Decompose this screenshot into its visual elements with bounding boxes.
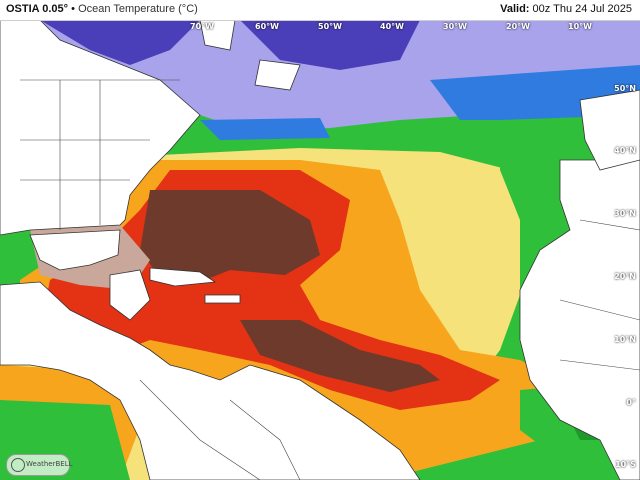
lon-label-20w: 20°W (506, 22, 530, 31)
lat-label-30n: 30°N (614, 209, 636, 218)
variable-name: Ocean Temperature (°C) (78, 3, 198, 15)
lon-label-10w: 10°W (568, 22, 592, 31)
valid-time-value: 00z Thu 24 Jul 2025 (532, 3, 632, 15)
title-separator: • (71, 3, 75, 15)
newfoundland-land (254, 59, 301, 91)
cold-water-north-central (240, 20, 420, 70)
lat-label-40n: 40°N (614, 146, 636, 155)
lat-label-50n: 50°N (614, 84, 636, 93)
weatherbell-logo: WeatherBELL (6, 454, 73, 476)
lat-label-10n: 10°N (614, 335, 636, 344)
iberia-land (579, 89, 640, 171)
map-header: OSTIA 0.05° • Ocean Temperature (°C) Val… (0, 0, 640, 21)
sst-map-svg (0, 20, 640, 480)
cold-water-labrador (40, 20, 200, 65)
cuba-land (149, 267, 217, 287)
lon-label-70w: 70°W (190, 22, 214, 31)
hispaniola-land (204, 294, 241, 304)
lon-label-30w: 30°W (443, 22, 467, 31)
hot-water-bahamas (140, 190, 320, 282)
lon-label-50w: 50°W (318, 22, 342, 31)
lon-label-60w: 60°W (255, 22, 279, 31)
yucatan-land (109, 269, 151, 321)
lat-label-0: 0° (626, 398, 636, 407)
political-borders (20, 79, 640, 480)
mild-water-shelf (200, 118, 330, 140)
weatherbell-logo-icon (11, 458, 25, 472)
valid-label: Valid: (500, 3, 530, 15)
hot-water-caribbean (240, 320, 440, 392)
lat-label-10s: 10°S (615, 460, 636, 469)
logo-text: WeatherBELL (26, 460, 73, 468)
gulf-coast-land (29, 229, 121, 271)
product-name: OSTIA 0.05° (6, 3, 69, 15)
lat-label-20n: 20°N (614, 272, 636, 281)
greenland-land (199, 20, 236, 51)
map-title: OSTIA 0.05° • Ocean Temperature (°C) (6, 3, 198, 15)
africa-europe-land (519, 159, 640, 480)
central-south-america-land (0, 281, 421, 480)
valid-time: Valid: 00z Thu 24 Jul 2025 (500, 3, 632, 15)
lon-label-40w: 40°W (380, 22, 404, 31)
sst-map[interactable]: 50°N 40°N 30°N 20°N 10°N 0° 10°S 70°W 60… (0, 20, 640, 480)
